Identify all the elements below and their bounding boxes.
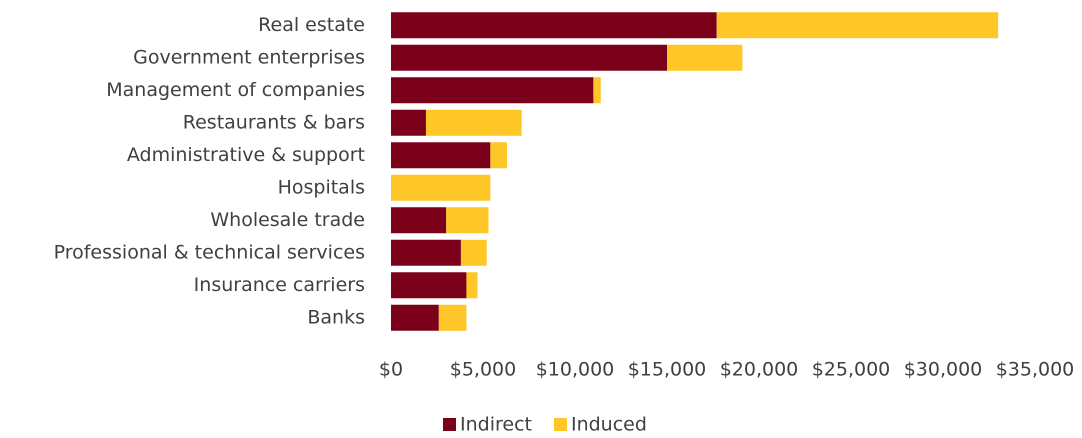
y-tick-label: Government enterprises xyxy=(133,46,365,68)
bar-segment xyxy=(391,12,717,39)
x-tick-label: $30,000 xyxy=(904,359,983,381)
x-tick-label: $5,000 xyxy=(450,359,516,381)
bar-segment xyxy=(593,77,601,104)
bar-segment xyxy=(391,174,491,201)
y-tick-label: Wholesale trade xyxy=(210,209,365,231)
bar-segment xyxy=(446,207,489,234)
legend-label: Indirect xyxy=(460,414,532,436)
x-tick-label: $15,000 xyxy=(628,359,707,381)
bar-segment xyxy=(438,304,467,331)
y-tick-label: Management of companies xyxy=(106,79,365,101)
legend-swatch xyxy=(553,418,567,431)
bar-segment xyxy=(490,142,507,169)
bar-segment xyxy=(391,239,461,266)
x-tick-label: $35,000 xyxy=(996,359,1075,381)
y-tick-label: Administrative & support xyxy=(127,144,365,166)
y-tick-label: Real estate xyxy=(258,14,365,36)
x-tick-label: $10,000 xyxy=(536,359,615,381)
bar-segment xyxy=(667,44,743,71)
bar-segment xyxy=(466,272,478,299)
legend-swatch xyxy=(443,418,456,431)
y-tick-label: Hospitals xyxy=(278,176,365,198)
y-tick-label: Banks xyxy=(307,306,365,328)
y-tick-label: Restaurants & bars xyxy=(183,111,365,133)
bar-segment xyxy=(391,272,467,299)
x-tick-label: $0 xyxy=(379,359,403,381)
bar-segment xyxy=(391,77,594,104)
bar-segment xyxy=(425,109,522,136)
y-tick-label: Professional & technical services xyxy=(54,241,365,263)
bar-segment xyxy=(391,207,447,234)
bar-segment xyxy=(391,44,667,71)
bar-segment xyxy=(391,142,491,169)
legend-label: Induced xyxy=(571,414,647,436)
x-tick-label: $20,000 xyxy=(720,359,799,381)
bar-segment xyxy=(716,12,999,39)
bar-segment xyxy=(391,109,426,136)
x-tick-label: $25,000 xyxy=(812,359,891,381)
bar-segment xyxy=(460,239,487,266)
y-tick-label: Insurance carriers xyxy=(194,274,365,296)
bar-segment xyxy=(391,304,439,331)
